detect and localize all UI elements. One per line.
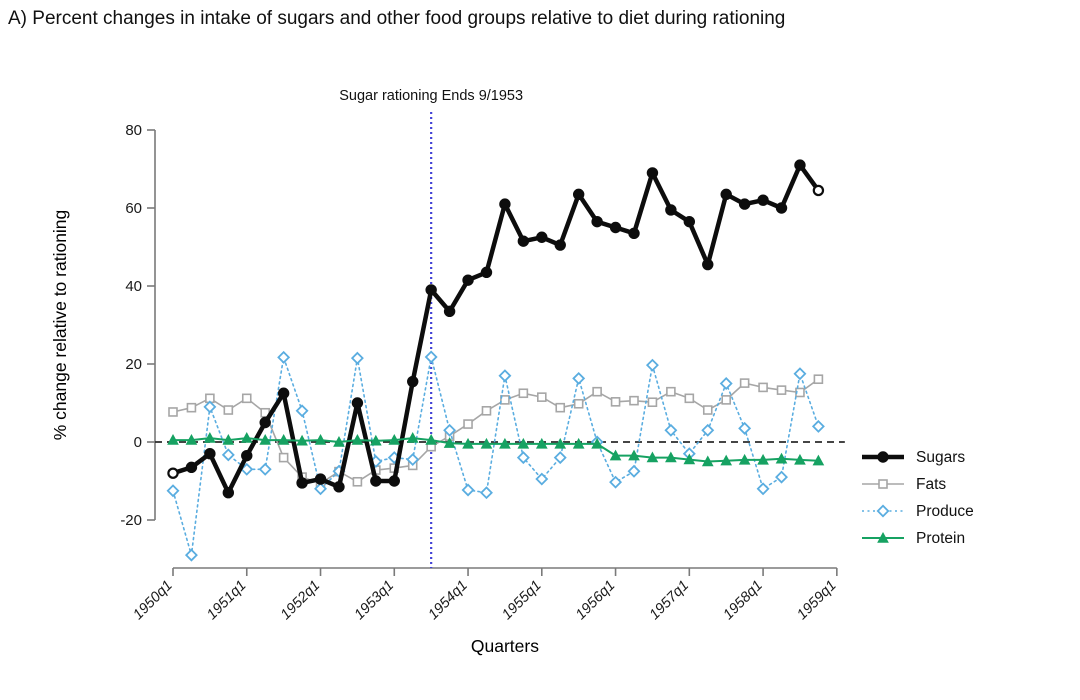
y-tick-label: 0 — [134, 434, 142, 451]
legend-label: Produce — [916, 503, 974, 520]
x-tick-label: 1957q1 — [647, 578, 693, 624]
y-tick-label: 80 — [125, 122, 142, 139]
y-tick-label: -20 — [120, 512, 142, 529]
series-protein — [167, 432, 825, 467]
x-tick-label: 1956q1 — [573, 578, 619, 624]
x-axis: 1950q1 1951q1 1952q1 1953q1 1954q1 1955q1 1956… — [130, 567, 840, 656]
legend-item-produce: Produce — [862, 503, 974, 520]
x-tick-label: 1954q1 — [425, 578, 471, 624]
x-tick-label: 1958q1 — [720, 578, 766, 624]
series-sugars — [167, 159, 825, 499]
y-tick-label: 40 — [125, 278, 142, 295]
y-tick-label: 60 — [125, 200, 142, 217]
series-produce — [166, 350, 825, 562]
rationing-annotation-label: Sugar rationing Ends 9/1953 — [339, 88, 523, 104]
y-axis-title: % change relative to rationing — [50, 210, 70, 441]
x-tick-label: 1951q1 — [204, 578, 250, 624]
legend-item-fats: Fats — [862, 476, 946, 493]
x-tick-label: 1955q1 — [499, 578, 545, 624]
x-tick-label: 1959q1 — [794, 578, 840, 624]
x-tick-label: 1952q1 — [278, 578, 324, 624]
rationing-annotation: Sugar rationing Ends 9/1953 — [339, 88, 523, 568]
legend-label: Fats — [916, 476, 946, 493]
x-tick-label: 1950q1 — [130, 578, 176, 624]
legend-label: Protein — [916, 530, 965, 547]
chart-title: A) Percent changes in intake of sugars a… — [8, 8, 786, 29]
y-tick-label: 20 — [125, 356, 142, 373]
x-tick-label: 1953q1 — [352, 578, 398, 624]
legend-item-sugars: Sugars — [862, 449, 965, 466]
y-axis: 80 60 40 20 0 -20 % change relative to rationi… — [50, 122, 156, 529]
legend: Sugars Fats Produce Protein — [862, 449, 974, 547]
legend-label: Sugars — [916, 449, 965, 466]
x-axis-title: Quarters — [471, 636, 539, 656]
legend-item-protein: Protein — [862, 530, 965, 547]
